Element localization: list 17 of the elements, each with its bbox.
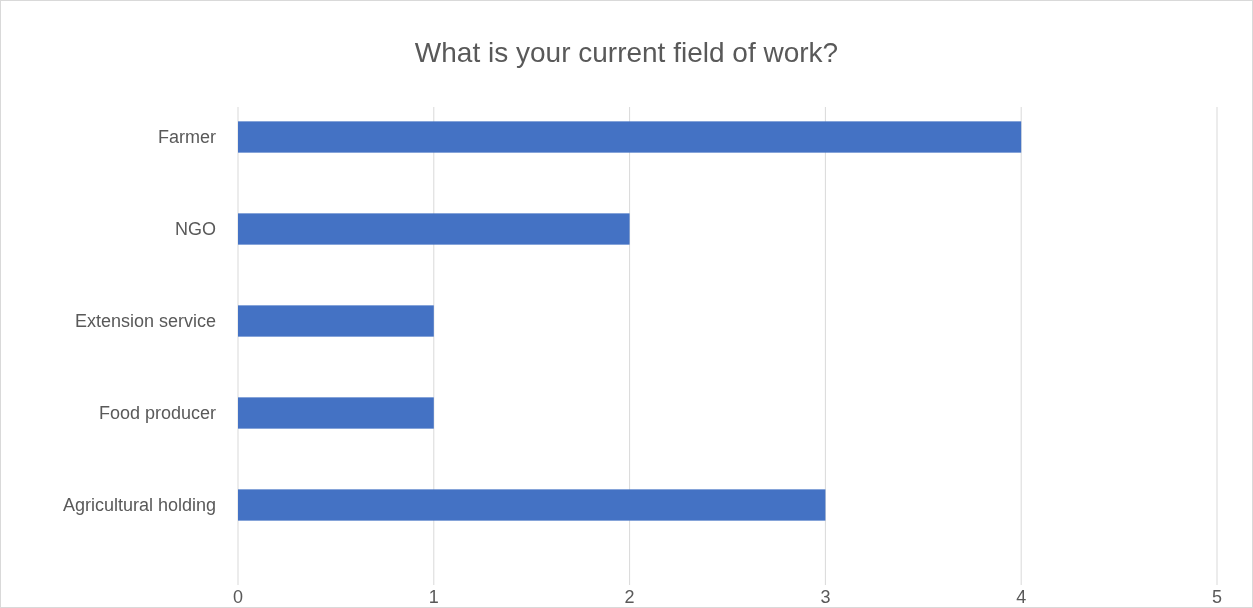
chart-title: What is your current field of work? [414, 37, 839, 68]
y-tick-label: NGO [174, 219, 216, 239]
bar [238, 213, 630, 245]
y-tick-label: Agricultural holding [62, 495, 216, 515]
x-tick-label: 4 [1016, 587, 1027, 607]
y-tick-label: Extension service [74, 311, 216, 331]
bar [238, 397, 434, 429]
bar [238, 121, 1022, 153]
x-tick-label: 3 [820, 587, 831, 607]
x-tick-label: 1 [428, 587, 439, 607]
bar [238, 305, 434, 337]
y-tick-label: Food producer [98, 403, 216, 423]
y-tick-label: Farmer [158, 127, 216, 147]
x-tick-label: 2 [624, 587, 635, 607]
x-tick-label: 0 [232, 587, 244, 607]
x-tick-label: 5 [1211, 587, 1223, 607]
bar [238, 489, 826, 521]
